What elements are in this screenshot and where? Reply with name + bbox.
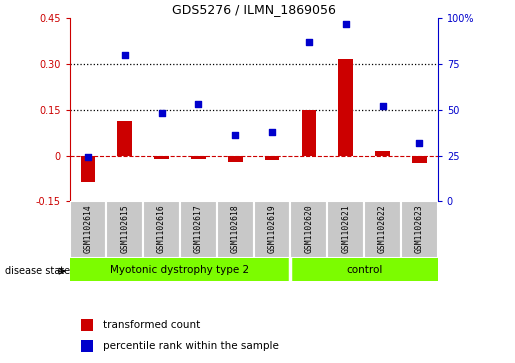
Bar bbox=[217, 201, 254, 258]
Point bbox=[268, 129, 276, 135]
Point bbox=[121, 52, 129, 58]
Bar bbox=[70, 258, 290, 281]
Bar bbox=[117, 121, 132, 156]
Point bbox=[194, 101, 202, 107]
Bar bbox=[106, 201, 143, 258]
Bar bbox=[80, 156, 95, 182]
Text: GSM1102622: GSM1102622 bbox=[378, 204, 387, 253]
Point bbox=[341, 21, 350, 26]
Text: Myotonic dystrophy type 2: Myotonic dystrophy type 2 bbox=[110, 265, 250, 274]
Bar bbox=[191, 156, 206, 159]
Text: control: control bbox=[346, 265, 382, 274]
Text: transformed count: transformed count bbox=[102, 320, 200, 330]
Point bbox=[379, 103, 387, 109]
Bar bbox=[154, 156, 169, 159]
Bar bbox=[338, 60, 353, 156]
Text: GSM1102617: GSM1102617 bbox=[194, 204, 203, 253]
Text: GSM1102621: GSM1102621 bbox=[341, 204, 350, 253]
Point bbox=[305, 39, 313, 45]
Point bbox=[415, 140, 423, 146]
Text: GSM1102620: GSM1102620 bbox=[304, 204, 313, 253]
Title: GDS5276 / ILMN_1869056: GDS5276 / ILMN_1869056 bbox=[171, 3, 336, 16]
Bar bbox=[364, 201, 401, 258]
Point bbox=[231, 132, 239, 138]
Text: disease state: disease state bbox=[5, 266, 70, 276]
Bar bbox=[80, 340, 93, 352]
Bar bbox=[143, 201, 180, 258]
Text: GSM1102623: GSM1102623 bbox=[415, 204, 424, 253]
Text: GSM1102616: GSM1102616 bbox=[157, 204, 166, 253]
Text: GSM1102618: GSM1102618 bbox=[231, 204, 239, 253]
Bar bbox=[290, 201, 328, 258]
Bar bbox=[80, 319, 93, 331]
Bar bbox=[180, 201, 217, 258]
Text: GSM1102615: GSM1102615 bbox=[121, 204, 129, 253]
Bar bbox=[301, 110, 316, 156]
Bar bbox=[265, 156, 280, 160]
Point bbox=[84, 155, 92, 160]
Bar bbox=[70, 201, 107, 258]
Point bbox=[158, 111, 166, 117]
Bar bbox=[375, 151, 390, 156]
Bar bbox=[290, 258, 438, 281]
Bar bbox=[412, 156, 427, 163]
Bar bbox=[228, 156, 243, 162]
Text: GSM1102614: GSM1102614 bbox=[83, 204, 92, 253]
Bar bbox=[328, 201, 364, 258]
Bar bbox=[401, 201, 438, 258]
Text: percentile rank within the sample: percentile rank within the sample bbox=[102, 341, 279, 351]
Text: GSM1102619: GSM1102619 bbox=[268, 204, 277, 253]
Bar bbox=[253, 201, 290, 258]
